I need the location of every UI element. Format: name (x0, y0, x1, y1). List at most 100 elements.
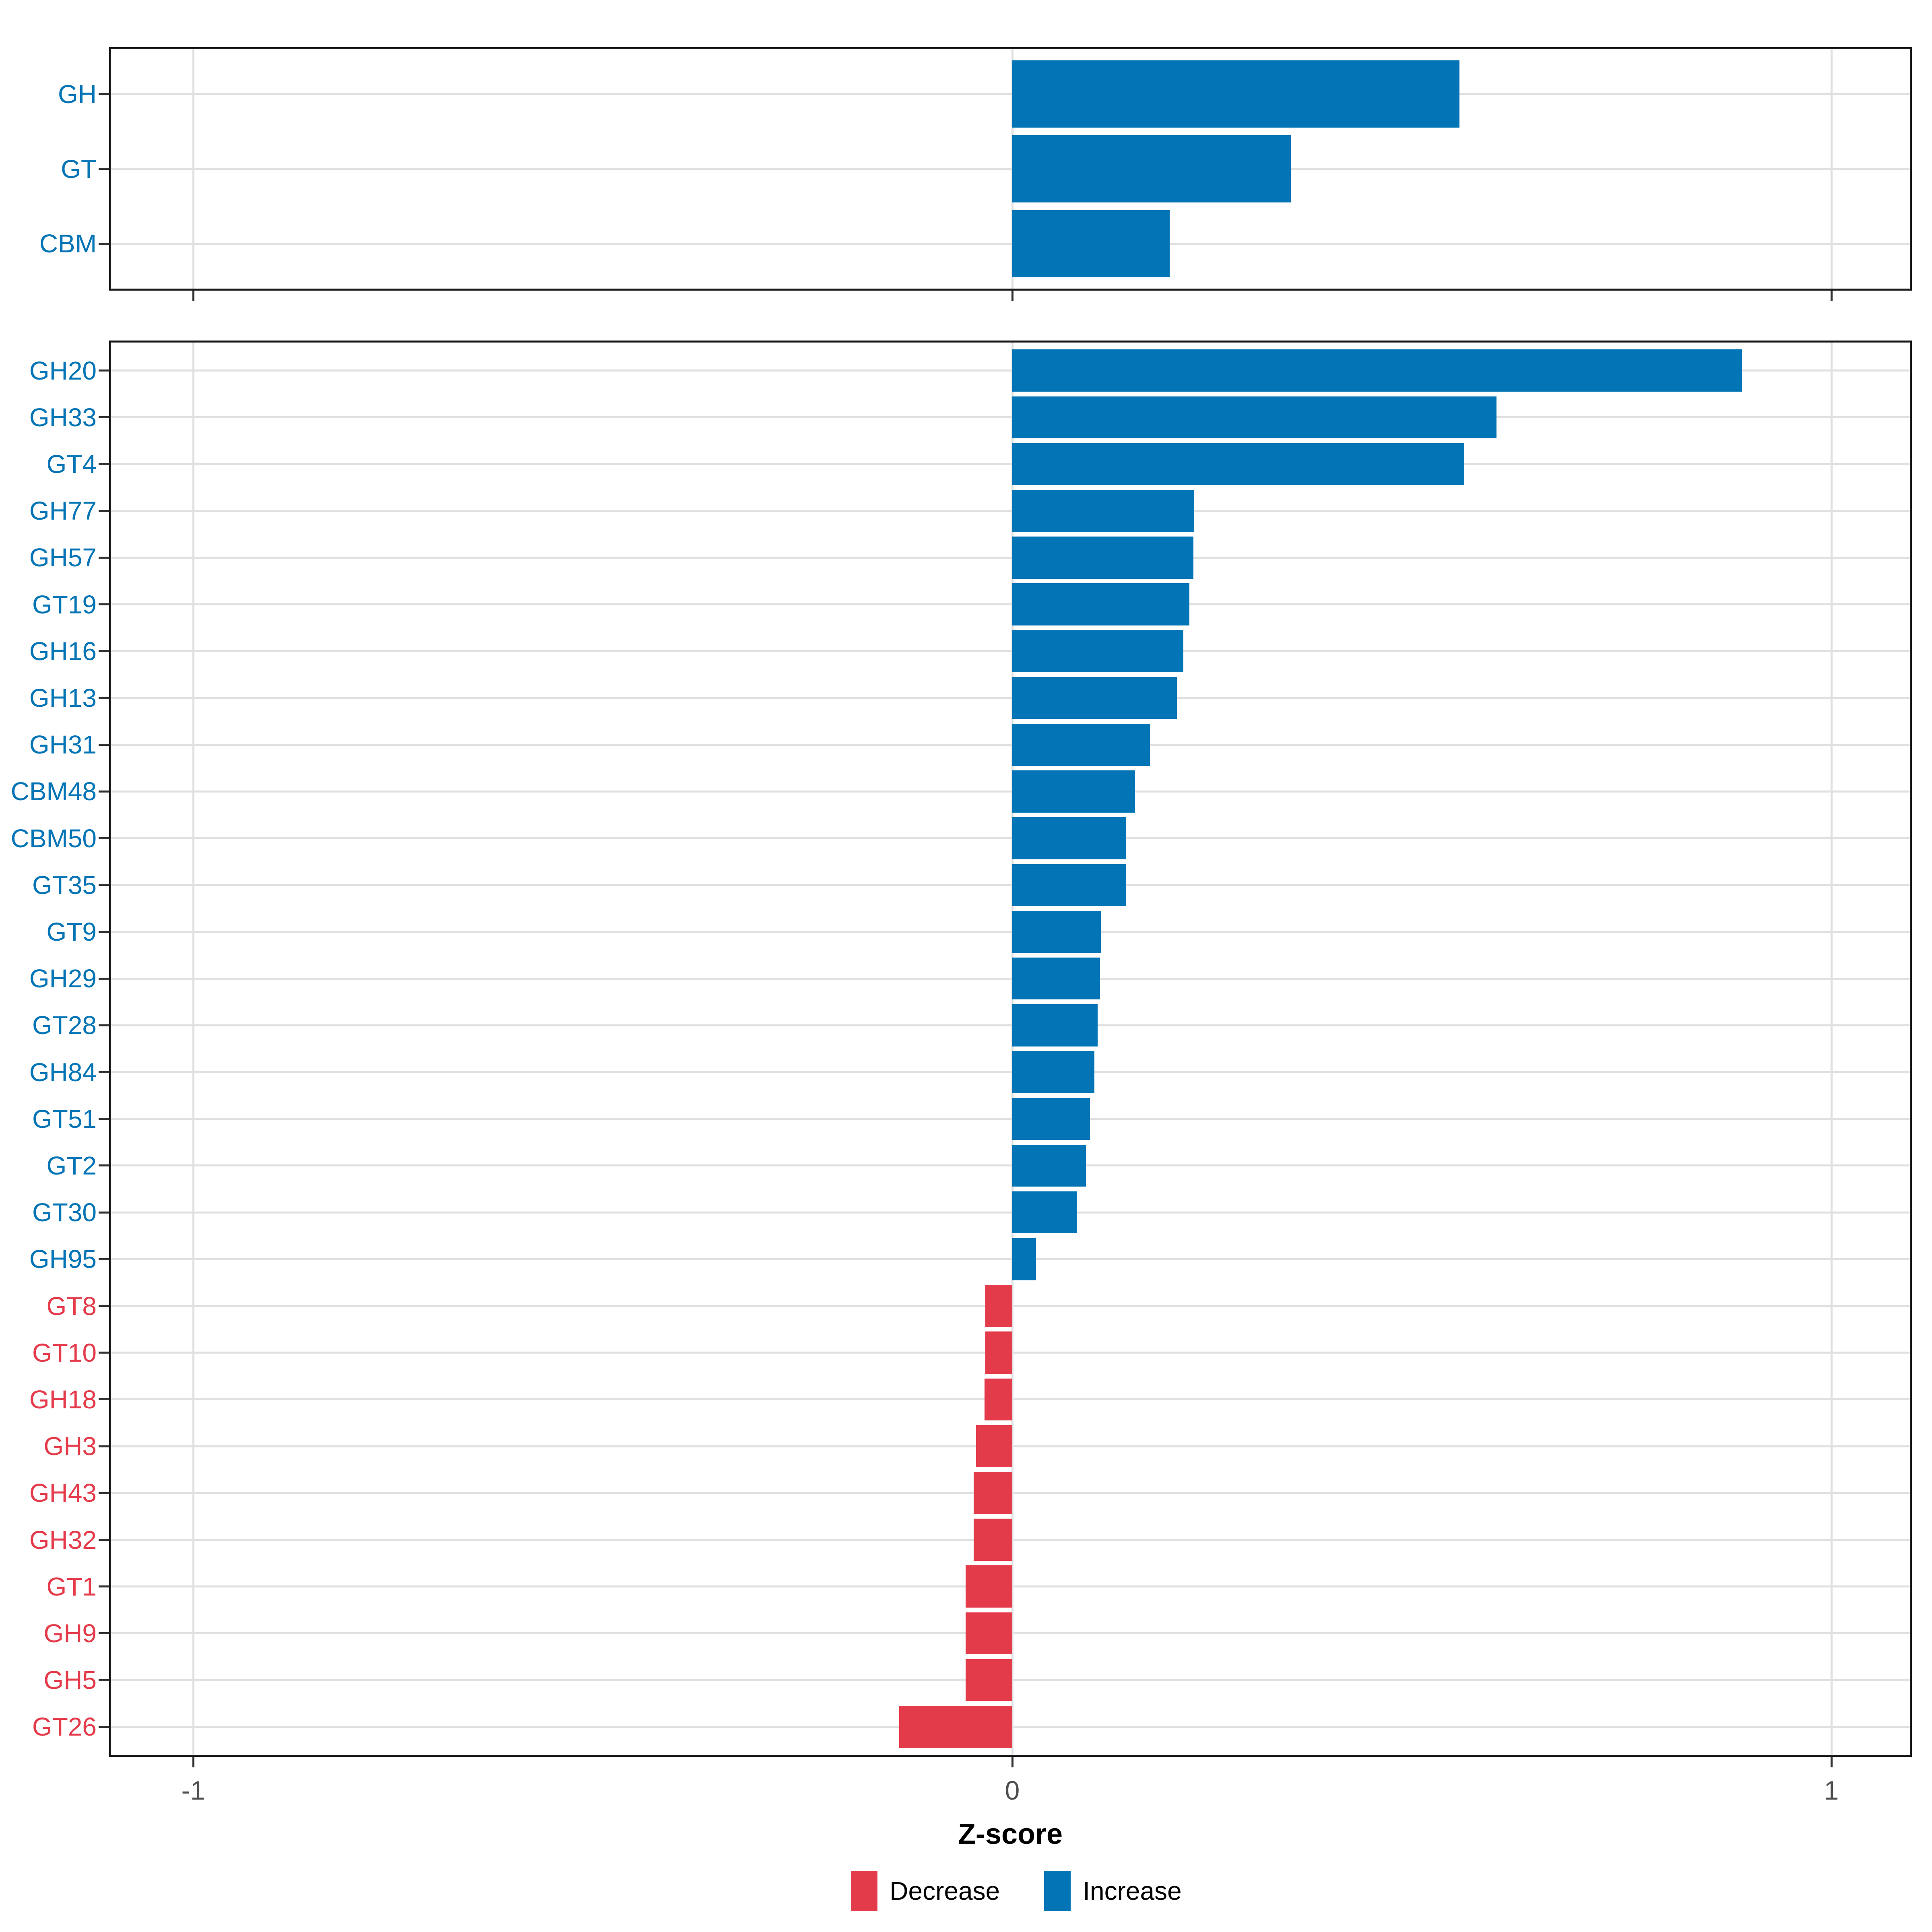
legend-swatch-increase (1044, 1871, 1071, 1911)
y-tick-mark-CBM48 (99, 790, 109, 793)
bar-GT28 (1012, 1004, 1098, 1046)
y-tick-mark-GT (99, 168, 109, 170)
bar-CBM48 (1012, 770, 1135, 813)
gridline-y-GH29 (111, 977, 1910, 980)
x-tick-mark-1 (1830, 1757, 1833, 1767)
y-label-GH57: GH57 (29, 543, 97, 572)
y-label-CBM48: CBM48 (10, 777, 97, 806)
y-tick-mark-GT30 (99, 1211, 109, 1214)
bar-GH13 (1012, 677, 1177, 719)
y-tick-mark-CBM (99, 242, 109, 245)
x-tick-label-0: 0 (1005, 1775, 1020, 1805)
y-label-GH33: GH33 (29, 402, 97, 432)
legend-swatch-decrease (851, 1871, 878, 1911)
gridline-y-GT2 (111, 1164, 1910, 1167)
bar-GH33 (1012, 396, 1496, 439)
bar-CBM50 (1012, 817, 1126, 859)
y-label-GH9: GH9 (43, 1618, 97, 1648)
y-label-GT51: GT51 (32, 1104, 97, 1133)
bar-GH57 (1012, 537, 1193, 579)
y-tick-mark-GT8 (99, 1305, 109, 1307)
y-tick-mark-GH (99, 93, 109, 95)
bar-GH9 (966, 1612, 1012, 1655)
y-tick-mark-GH32 (99, 1539, 109, 1541)
y-tick-mark-GT2 (99, 1164, 109, 1167)
x-tick-mark--1 (192, 1757, 194, 1767)
y-label-GT10: GT10 (32, 1338, 97, 1367)
gridline-y-GH33 (111, 416, 1910, 419)
gridline-x--1 (192, 343, 194, 1755)
gridline-x-1 (1830, 343, 1833, 1755)
y-tick-mark-GT19 (99, 603, 109, 606)
y-label-GT30: GT30 (32, 1198, 97, 1227)
bar-GT2 (1012, 1144, 1086, 1187)
y-label-GT19: GT19 (32, 590, 97, 619)
y-label-GH: GH (58, 79, 97, 109)
x-tick-mark--1 (192, 291, 194, 301)
gridline-y-GH13 (111, 697, 1910, 699)
y-tick-mark-GH29 (99, 977, 109, 980)
y-label-GT: GT (61, 154, 97, 184)
y-label-GT28: GT28 (32, 1011, 97, 1040)
bar-GT1 (966, 1565, 1012, 1608)
gridline-y-GT51 (111, 1118, 1910, 1120)
bar-GH29 (1012, 957, 1100, 1000)
y-label-GT1: GT1 (46, 1572, 97, 1601)
y-label-CBM: CBM (39, 229, 97, 258)
y-tick-mark-GH9 (99, 1632, 109, 1635)
gridline-y-GT4 (111, 463, 1910, 465)
y-tick-mark-GH16 (99, 650, 109, 652)
y-label-GH5: GH5 (43, 1666, 97, 1695)
legend: Decrease Increase (0, 1871, 1932, 1911)
bar-GT26 (899, 1705, 1012, 1748)
y-label-GH3: GH3 (43, 1432, 97, 1461)
bar-GH95 (1012, 1238, 1036, 1280)
y-label-GH29: GH29 (29, 964, 97, 993)
gridline-y-GH77 (111, 510, 1910, 512)
y-tick-mark-GH20 (99, 369, 109, 372)
y-label-GH84: GH84 (29, 1057, 97, 1087)
bar-GH (1012, 60, 1460, 128)
y-label-CBM50: CBM50 (10, 824, 97, 853)
y-tick-mark-GT9 (99, 931, 109, 933)
y-tick-mark-GH5 (99, 1679, 109, 1681)
y-tick-mark-GT51 (99, 1118, 109, 1120)
bar-GH84 (1012, 1051, 1094, 1093)
bar-GH16 (1012, 630, 1184, 673)
y-tick-mark-GT1 (99, 1585, 109, 1588)
y-tick-mark-GH18 (99, 1398, 109, 1401)
gridline-x-0 (1011, 343, 1013, 1755)
gridline-y-GT28 (111, 1024, 1910, 1026)
y-tick-mark-GT26 (99, 1726, 109, 1728)
y-label-GT4: GT4 (46, 450, 97, 479)
y-label-GT8: GT8 (46, 1291, 97, 1321)
y-label-GH43: GH43 (29, 1478, 97, 1508)
y-tick-mark-GT10 (99, 1352, 109, 1354)
x-tick-mark-0 (1011, 291, 1013, 301)
y-label-GT9: GT9 (46, 917, 97, 947)
gridline-y-GH20 (111, 369, 1910, 372)
gridline-y-GT35 (111, 884, 1910, 886)
y-label-GH18: GH18 (29, 1385, 97, 1414)
y-tick-mark-GH13 (99, 697, 109, 699)
bar-GT10 (985, 1331, 1012, 1374)
legend-label-increase: Increase (1083, 1876, 1182, 1905)
y-label-GT35: GT35 (32, 870, 97, 900)
y-label-GH95: GH95 (29, 1245, 97, 1274)
y-tick-mark-GT28 (99, 1024, 109, 1026)
y-tick-mark-GH57 (99, 556, 109, 559)
x-tick-mark-1 (1830, 291, 1833, 301)
y-label-GT2: GT2 (46, 1151, 97, 1180)
bar-GT35 (1012, 864, 1126, 906)
bar-GH31 (1012, 723, 1150, 766)
y-tick-mark-CBM50 (99, 837, 109, 840)
gridline-y-CBM50 (111, 837, 1910, 840)
y-tick-mark-GH95 (99, 1258, 109, 1260)
y-tick-mark-GT35 (99, 884, 109, 886)
y-label-GH20: GH20 (29, 356, 97, 385)
bar-GH3 (976, 1425, 1012, 1468)
gridline-y-GH84 (111, 1071, 1910, 1073)
y-label-GH32: GH32 (29, 1525, 97, 1554)
x-axis-title: Z-score (958, 1818, 1063, 1850)
bar-GT8 (985, 1285, 1012, 1327)
